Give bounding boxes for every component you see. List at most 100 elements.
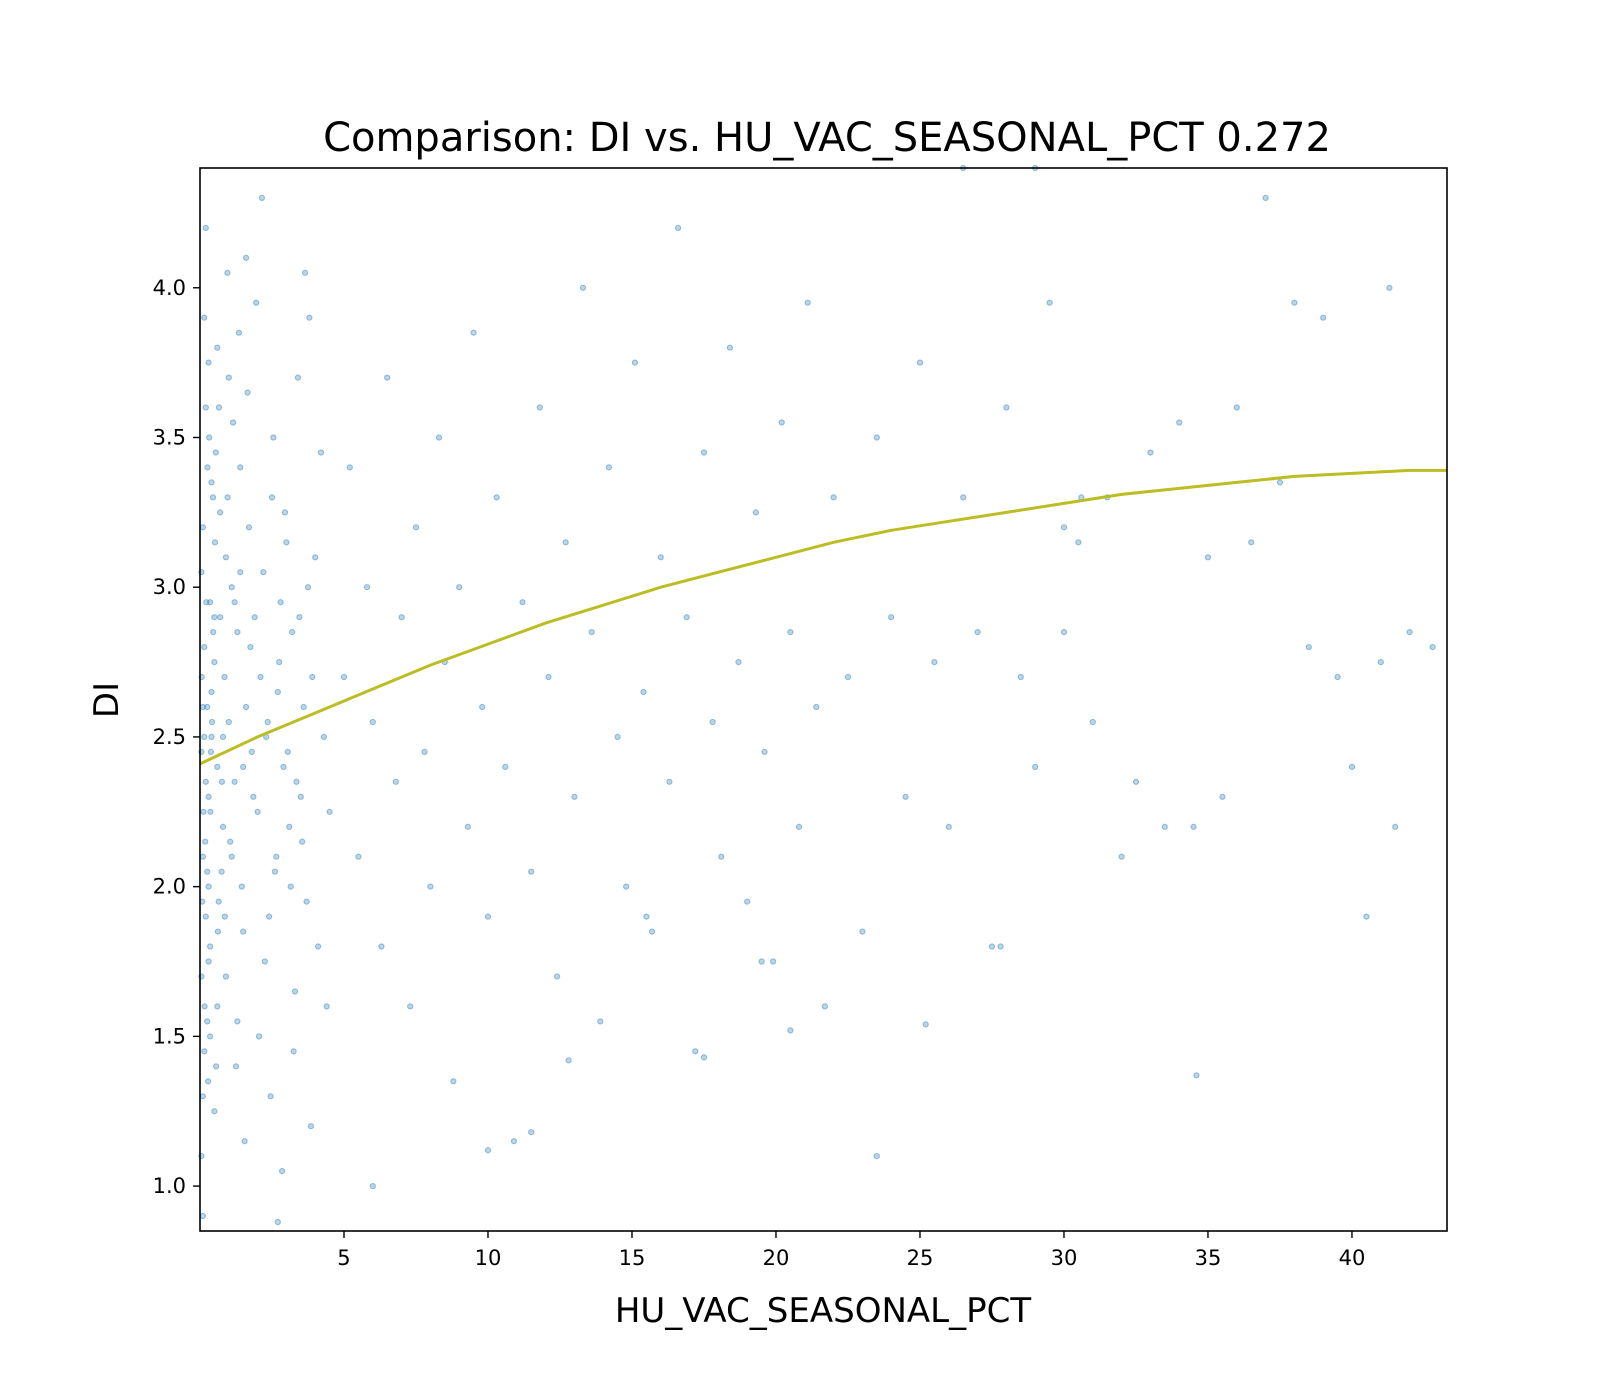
scatter-point <box>287 883 294 890</box>
scatter-point <box>916 359 924 366</box>
scatter-point <box>274 688 281 696</box>
scatter-point <box>1320 314 1327 321</box>
scatter-point <box>291 988 299 995</box>
scatter-point <box>230 419 237 426</box>
scatter-point <box>267 1093 274 1100</box>
scatter-point <box>528 868 535 875</box>
scatter-point <box>597 1018 604 1025</box>
scatter-point <box>211 659 218 666</box>
scatter-point <box>277 599 284 606</box>
scatter-point <box>199 1212 206 1220</box>
scatter-point <box>1060 629 1068 636</box>
scatter-point <box>201 733 208 741</box>
scatter-point <box>204 464 211 471</box>
scatter-point <box>214 928 221 935</box>
scatter-point <box>1075 539 1082 546</box>
scatter-point <box>735 659 742 666</box>
scatter-point <box>231 599 238 606</box>
scatter-point <box>421 748 428 756</box>
y-tick-label: 2.5 <box>153 725 186 749</box>
scatter-point <box>700 1054 708 1061</box>
y-axis-ticks: 1.0 1.5 2.0 2.5 3.0 3.5 4.0 <box>153 276 200 1198</box>
scatter-point <box>1363 913 1370 920</box>
scatter-point <box>1132 778 1140 785</box>
scatter-point <box>228 584 235 591</box>
scatter-point <box>201 1003 208 1010</box>
scatter-point <box>922 1021 929 1028</box>
scatter-point <box>243 703 250 711</box>
scatter-point <box>299 838 306 845</box>
scatter-point <box>201 314 208 321</box>
scatter-point <box>213 1063 220 1070</box>
scatter-point <box>554 973 561 980</box>
scatter-point <box>709 718 716 726</box>
fit-curve-group <box>199 468 1447 766</box>
scatter-point <box>209 494 217 501</box>
scatter-point <box>293 778 300 785</box>
x-tick-label: 30 <box>1051 1246 1078 1270</box>
scatter-point <box>945 823 952 830</box>
scatter-point <box>1032 763 1039 771</box>
scatter-point <box>227 838 234 845</box>
scatter-point <box>254 808 261 815</box>
scatter-point <box>258 194 265 201</box>
scatter-point <box>221 673 228 681</box>
scatter-point <box>283 539 290 546</box>
scatter-point <box>427 883 434 890</box>
scatter-point <box>844 673 852 681</box>
scatter-point <box>1248 539 1255 546</box>
scatter-point <box>859 928 866 935</box>
scatter-point <box>502 763 509 771</box>
scatter-point <box>244 389 251 396</box>
scatter-point <box>207 599 214 606</box>
x-axis-label: HU_VAC_SEASONAL_PCT <box>615 1291 1031 1331</box>
scatter-point <box>1147 449 1154 456</box>
scatter-point <box>224 269 231 276</box>
scatter-point <box>588 629 595 636</box>
scatter-point <box>873 434 880 441</box>
scatter-point <box>1305 644 1312 651</box>
scatter-point <box>304 584 312 591</box>
scatter-point <box>234 1018 241 1025</box>
scatter-point <box>253 299 260 306</box>
scatter-point <box>1193 1072 1200 1079</box>
scatter-point <box>228 853 235 860</box>
scatter-point <box>369 1183 376 1190</box>
scatter-point <box>470 329 477 336</box>
scatter-point <box>484 913 492 920</box>
scatter-point <box>300 703 307 711</box>
scatter-point <box>217 614 224 621</box>
scatter-point <box>1219 793 1226 800</box>
scatter-point <box>202 778 209 785</box>
x-tick-label: 40 <box>1339 1246 1366 1270</box>
x-axis-ticks: 5 10 15 20 25 30 35 40 <box>337 1231 1365 1270</box>
scatter-point <box>218 868 225 875</box>
scatter-point <box>222 973 229 980</box>
scatter-point <box>268 494 276 501</box>
scatter-point <box>210 629 217 636</box>
scatter-point <box>974 629 981 636</box>
scatter-point <box>214 1003 221 1010</box>
scatter-point <box>479 703 486 711</box>
scatter-point <box>199 1093 206 1100</box>
scatter-point <box>207 1033 214 1040</box>
scatter-point <box>240 928 247 935</box>
scatter-point <box>873 1153 880 1160</box>
scatter-point <box>209 718 216 726</box>
scatter-point <box>201 1048 208 1055</box>
x-tick-label: 20 <box>763 1246 790 1270</box>
scatter-point <box>219 823 227 830</box>
scatter-point <box>286 823 293 830</box>
scatter-point <box>240 763 247 771</box>
scatter-point <box>821 1003 829 1010</box>
scatter-point <box>1334 673 1341 681</box>
scatter-point <box>562 539 569 546</box>
scatter-point <box>675 224 682 231</box>
scatter-point <box>804 299 811 306</box>
scatter-point <box>199 703 206 711</box>
scatter-point <box>232 1063 240 1070</box>
scatter-point <box>212 449 219 456</box>
scatter-point <box>614 733 621 741</box>
scatter-point <box>296 614 303 621</box>
